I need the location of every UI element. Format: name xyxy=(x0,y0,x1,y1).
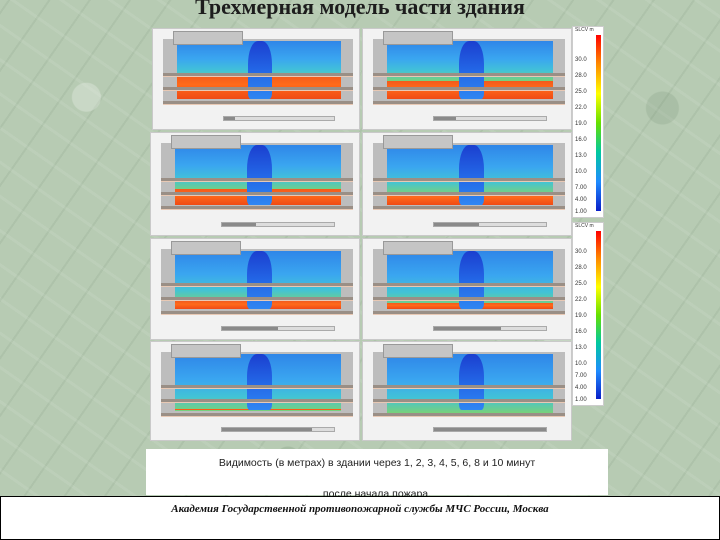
time-progress-bar xyxy=(433,222,547,227)
legend-label: 22.0 xyxy=(575,297,587,303)
figure-caption-line-1: Видимость (в метрах) в здании через 1, 2… xyxy=(218,457,536,469)
simulation-frame-6 xyxy=(362,238,572,340)
legend-label: 7.00 xyxy=(575,373,587,379)
legend-label: 28.0 xyxy=(575,73,587,79)
simulation-frame-4 xyxy=(362,132,572,236)
legend-label: 25.0 xyxy=(575,281,587,287)
time-progress-fill xyxy=(434,223,479,226)
time-progress-bar xyxy=(223,116,335,121)
time-progress-bar xyxy=(221,222,335,227)
legend-label: 10.0 xyxy=(575,169,587,175)
simulation-frame-7 xyxy=(150,341,360,441)
simulation-frame-5 xyxy=(150,238,360,340)
legend-label: 30.0 xyxy=(575,249,587,255)
simulation-frame-3 xyxy=(150,132,360,236)
time-progress-fill xyxy=(434,117,457,120)
legend-label: 19.0 xyxy=(575,121,587,127)
legend-label: 28.0 xyxy=(575,265,587,271)
time-progress-bar xyxy=(221,326,335,331)
legend-header: SLCV m xyxy=(575,27,594,33)
legend-label: 7.00 xyxy=(575,185,587,191)
time-progress-fill xyxy=(434,327,502,330)
legend-label: 30.0 xyxy=(575,57,587,63)
time-progress-fill xyxy=(222,223,256,226)
visibility-legend-bottom: SLCV m 30.0 28.0 25.0 22.0 19.0 16.0 13.… xyxy=(572,222,604,406)
time-progress-bar xyxy=(433,427,547,432)
legend-label: 4.00 xyxy=(575,385,587,391)
legend-label: 22.0 xyxy=(575,105,587,111)
time-progress-fill xyxy=(224,117,235,120)
legend-label: 16.0 xyxy=(575,137,587,143)
legend-header: SLCV m xyxy=(575,223,594,229)
legend-label: 13.0 xyxy=(575,345,587,351)
simulation-frame-8 xyxy=(362,341,572,441)
simulation-frame-1 xyxy=(152,28,360,130)
legend-color-bar xyxy=(596,231,601,399)
time-progress-bar xyxy=(433,116,547,121)
footer-institution: Академия Государственной противопожарной… xyxy=(0,496,720,540)
figure-caption: Видимость (в метрах) в здании через 1, 2… xyxy=(146,449,608,500)
legend-label: 1.00 xyxy=(575,209,587,215)
time-progress-bar xyxy=(433,326,547,331)
time-progress-bar xyxy=(221,427,335,432)
time-progress-fill xyxy=(222,327,278,330)
simulation-frame-2 xyxy=(362,28,572,130)
legend-label: 10.0 xyxy=(575,361,587,367)
legend-label: 4.00 xyxy=(575,197,587,203)
visibility-legend-top: SLCV m 30.0 28.0 25.0 22.0 19.0 16.0 13.… xyxy=(572,26,604,218)
time-progress-fill xyxy=(434,428,546,431)
time-progress-fill xyxy=(222,428,312,431)
legend-label: 13.0 xyxy=(575,153,587,159)
legend-label: 25.0 xyxy=(575,89,587,95)
legend-label: 1.00 xyxy=(575,397,587,403)
slide-title: Трехмерная модель части здания xyxy=(195,0,525,19)
legend-color-bar xyxy=(596,35,601,211)
legend-label: 16.0 xyxy=(575,329,587,335)
legend-label: 19.0 xyxy=(575,313,587,319)
